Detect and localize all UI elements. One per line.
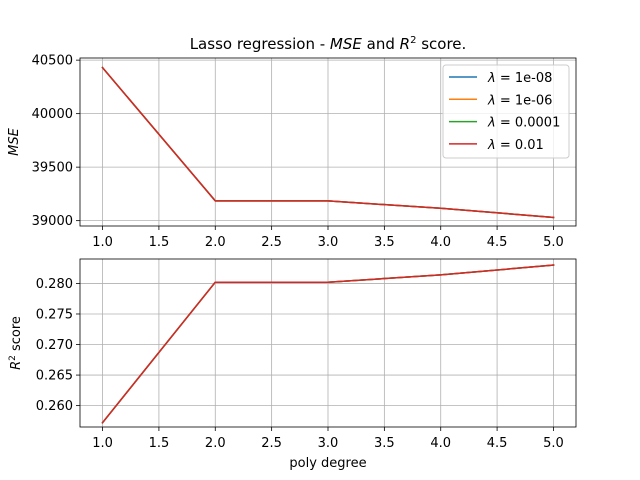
mse-series-line-4 xyxy=(101,66,555,219)
legend-label-1: λ = 1e-08 xyxy=(487,71,552,86)
r2-xtick-label: 2.0 xyxy=(205,436,226,451)
mse-xtick-label: 3.0 xyxy=(318,235,339,250)
r2-ytick-label: 0.260 xyxy=(36,399,73,414)
mse-xtick-label: 2.5 xyxy=(261,235,282,250)
mse-lines xyxy=(101,66,555,219)
r2-ytick-label: 0.280 xyxy=(36,277,73,292)
legend-label-2: λ = 1e-06 xyxy=(487,93,552,108)
r2-series-line-4 xyxy=(101,264,555,424)
r2-ytick-label: 0.270 xyxy=(36,338,73,353)
mse-xtick-label: 1.5 xyxy=(149,235,170,250)
mse-yticks: 39000 39500 40000 40500 xyxy=(32,54,80,229)
mse-xtick-label: 4.0 xyxy=(430,235,451,250)
chart-title: Lasso regression - MSE and R2 score. xyxy=(190,35,467,53)
r2-xtick-label: 2.5 xyxy=(261,436,282,451)
r2-xtick-label: 5.0 xyxy=(543,436,564,451)
legend-label-4: λ = 0.01 xyxy=(487,138,544,153)
r2-xticks: 1.0 1.5 2.0 2.5 3.0 3.5 4.0 4.5 5.0 xyxy=(92,427,564,451)
mse-ytick-label: 40000 xyxy=(32,107,73,122)
mse-xtick-label: 2.0 xyxy=(205,235,226,250)
r2-xtick-label: 1.5 xyxy=(149,436,170,451)
legend: λ = 1e-08 λ = 1e-06 λ = 0.0001 λ = 0.01 xyxy=(442,64,570,159)
legend-frame xyxy=(442,64,570,159)
r2-axes: 1.0 1.5 2.0 2.5 3.0 3.5 4.0 4.5 5.0 0.2600.2650.… xyxy=(8,258,577,471)
r2-xtick-label: 1.0 xyxy=(92,436,113,451)
mse-ytick-label: 39000 xyxy=(32,214,73,229)
r2-xtick-label: 4.0 xyxy=(430,436,451,451)
r2-xtick-label: 4.5 xyxy=(487,436,508,451)
mse-xtick-label: 3.5 xyxy=(374,235,395,250)
r2-lines xyxy=(101,264,555,424)
r2-xtick-label: 3.0 xyxy=(318,436,339,451)
mse-xtick-label: 1.0 xyxy=(92,235,113,250)
mse-xtick-label: 5.0 xyxy=(543,235,564,250)
r2-xlabel: poly degree xyxy=(289,456,366,471)
r2-ytick-label: 0.265 xyxy=(36,369,73,384)
r2-ylabel: R2 score xyxy=(8,316,24,370)
mse-ylabel: MSE xyxy=(7,127,22,155)
mse-ytick-label: 39500 xyxy=(32,161,73,176)
legend-label-3: λ = 0.0001 xyxy=(487,116,560,131)
r2-xtick-label: 3.5 xyxy=(374,436,395,451)
r2-yticks: 0.260 0.265 0.270 0.275 0.280 xyxy=(36,277,80,414)
r2-ytick-label: 0.275 xyxy=(36,307,73,322)
mse-xticks: 1.0 1.5 2.0 2.5 3.0 3.5 4.0 4.5 5.0 xyxy=(92,226,564,250)
mse-xtick-label: 4.5 xyxy=(487,235,508,250)
r2-grid xyxy=(80,259,576,427)
mse-ytick-label: 40500 xyxy=(32,54,73,69)
